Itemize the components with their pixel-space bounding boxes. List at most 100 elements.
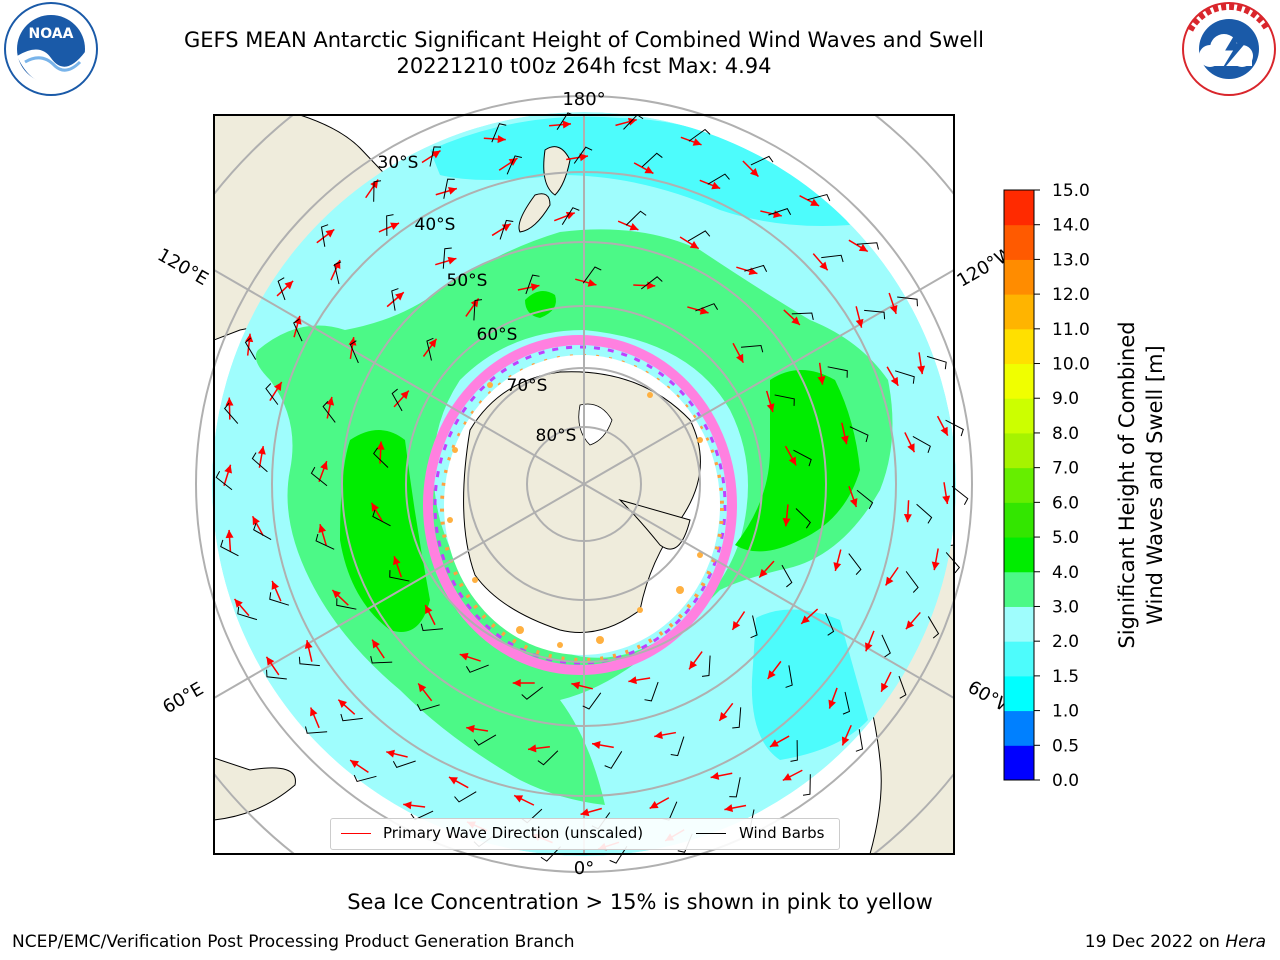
- wave-arrow-head: [530, 283, 540, 292]
- wind-barb: [881, 634, 891, 658]
- wave-arrow-head: [447, 256, 457, 265]
- wave-arrow-head: [390, 222, 400, 230]
- wind-barb: [237, 606, 258, 621]
- lon-label-left-lower: 60°E: [159, 678, 207, 718]
- wave-arrow-head: [403, 801, 412, 810]
- wave-arrow-head: [395, 292, 404, 301]
- wave-arrow-head: [710, 772, 720, 780]
- wind-barb: [223, 402, 239, 424]
- colorbar-title-line2: Wind Waves and Swell [m]: [1143, 345, 1167, 625]
- wind-barb: [609, 846, 628, 864]
- colorbar-tick-label: 2.0: [1052, 632, 1079, 652]
- wind-barb: [926, 355, 947, 370]
- wind-barb: [687, 230, 711, 242]
- lat-label: 30°S: [378, 153, 419, 173]
- wave-arrow-head: [431, 150, 441, 159]
- footer-host: Hera: [1225, 932, 1266, 952]
- lat-label: 60°S: [477, 325, 518, 345]
- wave-arrow-head: [320, 461, 328, 471]
- wind-barb: [905, 571, 919, 593]
- wind-barb: [695, 303, 719, 312]
- colorbar-tick-label: 1.5: [1052, 667, 1079, 687]
- wave-arrow-head: [448, 186, 457, 195]
- wind-barb: [473, 734, 497, 746]
- wave-arrow-head: [274, 382, 282, 391]
- wind-barb: [688, 128, 711, 142]
- wave-arrow-head: [508, 158, 518, 166]
- wind-barb: [298, 656, 320, 667]
- wind-barb: [442, 247, 452, 269]
- wind-barb: [506, 155, 522, 175]
- wave-arrow-head: [801, 615, 810, 624]
- wave-arrow-head: [629, 222, 639, 231]
- wave-arrow-head: [425, 605, 433, 614]
- colorbar-title-line1: Significant Height of Combined: [1115, 321, 1139, 649]
- wave-arrow-head: [392, 556, 401, 566]
- wave-arrow-head: [459, 652, 469, 661]
- wind-barb: [389, 570, 410, 582]
- colorbar-tick-label: 8.0: [1052, 424, 1079, 444]
- wave-vectors: [215, 112, 969, 864]
- footer-date: 19 Dec 2022 on Hera: [1085, 932, 1266, 952]
- wave-arrow-head: [736, 353, 744, 363]
- wind-barb: [750, 155, 774, 166]
- wind-barb: [897, 296, 918, 307]
- wind-barb: [644, 681, 659, 702]
- wave-arrow-head: [372, 639, 380, 649]
- wind-barb: [386, 214, 394, 236]
- wave-arrow-head: [711, 181, 721, 190]
- wind-barb: [821, 254, 844, 263]
- wind-barb: [320, 224, 329, 247]
- wind-barb: [856, 489, 874, 510]
- wave-arrow-head: [841, 736, 850, 746]
- wave-arrow-head: [326, 396, 335, 406]
- legend-wave-line: [341, 833, 371, 834]
- wave-arrow-head: [689, 660, 698, 670]
- wave-arrow-head: [245, 333, 254, 343]
- wave-arrow-head: [628, 676, 637, 685]
- wave-arrow-head: [810, 198, 820, 206]
- wind-barb: [322, 401, 336, 423]
- wave-arrow-head: [766, 403, 775, 413]
- noaa-logo: NOAA: [4, 2, 98, 96]
- wind-barb: [391, 388, 403, 412]
- colorbar-segment: [1004, 363, 1034, 399]
- wind-barb: [465, 664, 489, 673]
- wind-barb: [391, 288, 399, 311]
- wave-arrow-head: [528, 744, 537, 753]
- wave-arrow-head: [769, 739, 779, 747]
- colorbar-tick-label: 4.0: [1052, 563, 1079, 583]
- colorbar-segment: [1004, 398, 1034, 434]
- wave-arrow-head: [266, 656, 275, 666]
- wind-barb: [373, 447, 389, 468]
- noaa-logo-text: NOAA: [29, 26, 74, 42]
- wind-barb: [277, 277, 286, 301]
- wind-barb: [701, 655, 711, 677]
- lat-label: 80°S: [536, 426, 577, 446]
- wave-arrow-head: [719, 712, 728, 721]
- wave-arrow-head: [497, 135, 506, 144]
- wave-arrow-head: [225, 529, 234, 539]
- colorbar-segment: [1004, 537, 1034, 573]
- wave-arrow-head: [819, 261, 828, 271]
- footer-credit: NCEP/EMC/Verification Post Processing Pr…: [12, 932, 575, 952]
- legend-barb-label: Wind Barbs: [739, 824, 825, 842]
- wave-arrow-head: [587, 278, 597, 287]
- colorbar-tick-label: 6.0: [1052, 493, 1079, 513]
- colorbar-segment: [1004, 259, 1034, 295]
- wind-barb: [573, 146, 593, 164]
- wave-arrow-head: [580, 808, 590, 817]
- wind-barb: [373, 180, 382, 202]
- wind-barb: [582, 266, 602, 284]
- colorbar-segment: [1004, 745, 1034, 781]
- wave-arrow-head: [689, 241, 699, 249]
- colorbar-segment: [1004, 432, 1034, 469]
- wave-arrow-head: [649, 801, 659, 809]
- colorbar-segment: [1004, 606, 1034, 642]
- wind-barb: [732, 707, 742, 729]
- colorbar-tick-label: 12.0: [1052, 285, 1090, 305]
- nws-logo: [1182, 2, 1276, 96]
- wind-barb: [429, 146, 442, 167]
- wave-arrow-head: [338, 699, 347, 708]
